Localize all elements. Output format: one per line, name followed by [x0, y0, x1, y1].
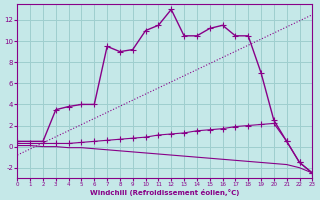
- X-axis label: Windchill (Refroidissement éolien,°C): Windchill (Refroidissement éolien,°C): [90, 189, 240, 196]
